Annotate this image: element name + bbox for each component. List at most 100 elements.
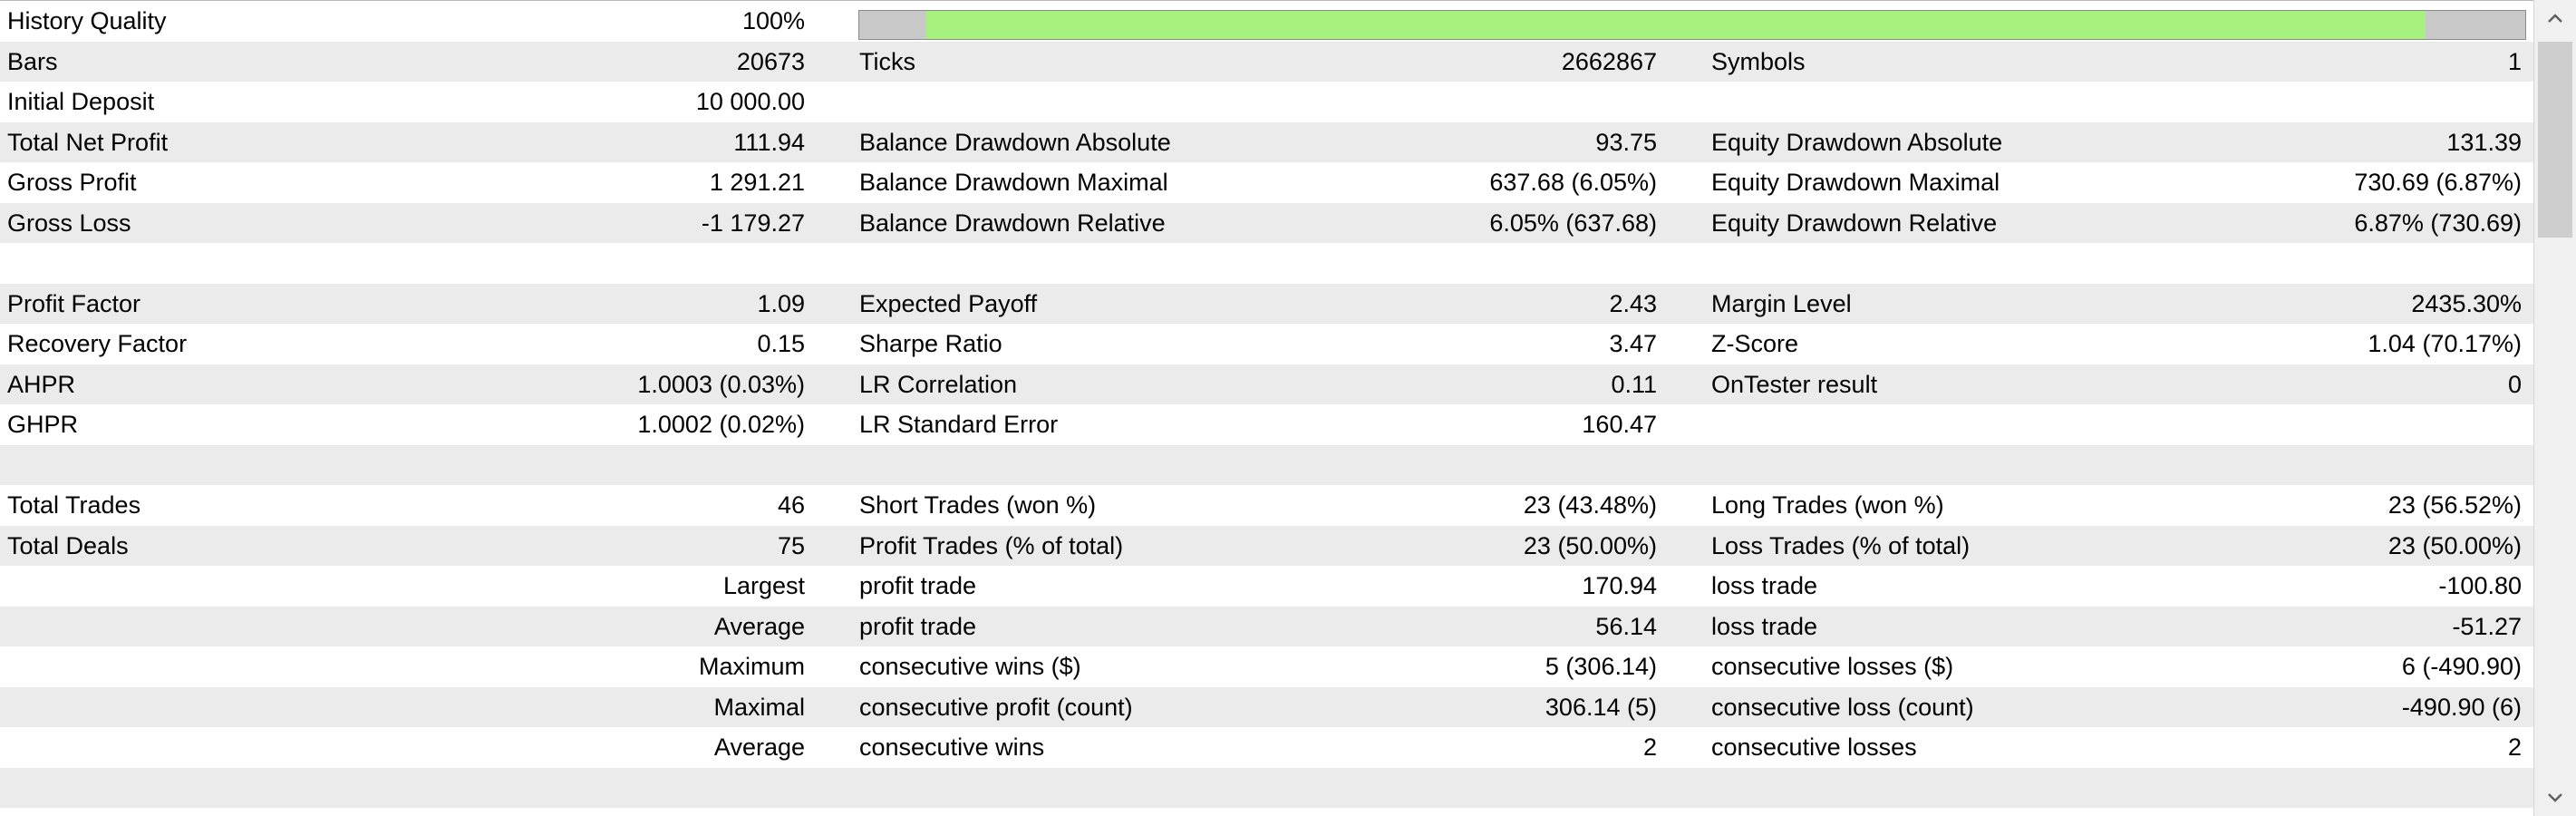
stat-label-l1: Initial Deposit: [7, 88, 155, 115]
stat-value-v2: 23 (50.00%): [1523, 531, 1657, 559]
stat-label-l3: loss trade: [1711, 612, 1818, 640]
stat-label-l2: Balance Drawdown Absolute: [859, 128, 1171, 156]
history-quality-label: History Quality: [7, 7, 167, 34]
stat-value-v3: 23 (56.52%): [2387, 491, 2522, 519]
stat-label-l1: GHPR: [7, 411, 79, 438]
history-quality-value: 100%: [741, 7, 805, 34]
stat-value-v3: -51.27: [2452, 612, 2522, 640]
stat-value-v2: 23 (43.48%): [1523, 491, 1657, 519]
stat-value-v2: 5 (306.14): [1545, 653, 1657, 680]
stat-label-l2: Ticks: [859, 47, 915, 75]
stat-label-l2: LR Standard Error: [859, 411, 1059, 438]
scroll-down-button[interactable]: [2534, 780, 2576, 816]
stat-value-v3: 730.69 (6.87%): [2354, 169, 2522, 196]
stat-label-l2: Balance Drawdown Maximal: [859, 169, 1168, 196]
scroll-thumb[interactable]: [2538, 42, 2572, 238]
stats-row: Gross Loss -1 179.27 Balance Drawdown Rela…: [0, 202, 2533, 243]
stats-row: Total Trades 46 Short Trades (won %) 23 (43…: [0, 485, 2533, 526]
stat-value-v1: Largest: [722, 572, 805, 599]
stat-label-l3: loss trade: [1711, 572, 1818, 599]
stat-label-l2: Sharpe Ratio: [859, 330, 1002, 357]
stat-value-v2: 56.14: [1595, 612, 1657, 640]
stat-value-v1: 1.09: [757, 289, 805, 317]
stats-row: GHPR 1.0002 (0.02%) LR Standard Error 160.4…: [0, 404, 2533, 445]
stat-value-v2: 6.05% (637.68): [1489, 209, 1657, 237]
stat-label-l2: Expected Payoff: [859, 289, 1038, 317]
stat-value-v2: 93.75: [1595, 128, 1657, 156]
stat-label-l3: Equity Drawdown Absolute: [1711, 128, 2003, 156]
history-quality-row: History Quality 100%: [0, 1, 2533, 42]
stats-row: Maximal consecutive profit (count) 306.14 …: [0, 686, 2533, 727]
stats-row: Average profit trade 56.14 loss trade -51.27: [0, 606, 2533, 646]
stat-label-l3: Symbols: [1711, 47, 1806, 75]
stat-label-l2: consecutive wins ($): [859, 653, 1081, 680]
stats-row: Initial Deposit 10 000.00: [0, 82, 2533, 122]
stat-label-l2: Profit Trades (% of total): [859, 531, 1124, 559]
stat-value-v1: 1.0003 (0.03%): [637, 370, 805, 398]
stat-value-v2: 160.47: [1582, 411, 1657, 438]
stat-label-l1: Total Deals: [7, 531, 129, 559]
stat-value-v1: 46: [777, 491, 805, 519]
stat-label-l2: Balance Drawdown Relative: [859, 209, 1166, 237]
stat-value-v3: 2: [2507, 733, 2522, 761]
stats-row: Gross Profit 1 291.21 Balance Drawdown Max…: [0, 162, 2533, 203]
stat-value-v1: -1 179.27: [701, 209, 805, 237]
stats-row: Bars 20673 Ticks 2662867 Symbols 1: [0, 41, 2533, 82]
stats-row: Recovery Factor 0.15 Sharpe Ratio 3.47 Z-Sco…: [0, 324, 2533, 364]
stat-label-l1: Bars: [7, 47, 58, 75]
stats-row: AHPR 1.0003 (0.03%) LR Correlation 0.11 OnTe…: [0, 364, 2533, 404]
stat-value-v3: 23 (50.00%): [2387, 531, 2522, 559]
stat-label-l1: Total Trades: [7, 491, 141, 519]
stat-value-v3: 6 (-490.90): [2401, 653, 2522, 680]
stat-label-l3: consecutive losses: [1711, 733, 1917, 761]
stats-row: [0, 767, 2533, 808]
stat-value-v1: Average: [713, 612, 805, 640]
stat-value-v1: 75: [777, 531, 805, 559]
stat-label-l3: consecutive loss (count): [1711, 693, 1974, 721]
stat-value-v3: -490.90 (6): [2401, 693, 2522, 721]
stats-row: [0, 444, 2533, 485]
stat-value-v3: 131.39: [2446, 128, 2522, 156]
stat-value-v1: 1 291.21: [709, 169, 805, 196]
stat-value-v2: 637.68 (6.05%): [1489, 169, 1657, 196]
stat-label-l2: profit trade: [859, 612, 977, 640]
stat-label-l1: Profit Factor: [7, 289, 141, 317]
stat-label-l2: profit trade: [859, 572, 977, 599]
stats-row: Profit Factor 1.09 Expected Payoff 2.43 Marg…: [0, 283, 2533, 324]
history-quality-bar: [858, 10, 2526, 40]
scroll-up-button[interactable]: [2534, 0, 2576, 36]
stat-value-v3: 2435.30%: [2411, 289, 2522, 317]
stat-value-v1: Maximum: [698, 653, 805, 680]
stat-value-v3: 1: [2507, 47, 2522, 75]
stat-label-l3: Equity Drawdown Maximal: [1711, 169, 2000, 196]
stats-row: [0, 243, 2533, 284]
vertical-scrollbar[interactable]: [2533, 0, 2576, 816]
stat-value-v2: 2.43: [1609, 289, 1657, 317]
stat-value-v1: 0.15: [757, 330, 805, 357]
stat-label-l1: Total Net Profit: [7, 128, 169, 156]
stat-label-l2: consecutive profit (count): [859, 693, 1133, 721]
stat-label-l3: Margin Level: [1711, 289, 1852, 317]
stat-label-l2: Short Trades (won %): [859, 491, 1097, 519]
stat-label-l3: Equity Drawdown Relative: [1711, 209, 1998, 237]
stat-label-l1: Gross Profit: [7, 169, 137, 196]
stat-value-v3: -100.80: [2438, 572, 2522, 599]
stat-value-v3: 6.87% (730.69): [2354, 209, 2522, 237]
stat-value-v3: 1.04 (70.17%): [2368, 330, 2522, 357]
stat-value-v2: 306.14 (5): [1545, 693, 1657, 721]
stat-value-v1: 10 000.00: [695, 88, 805, 115]
stat-label-l3: Loss Trades (% of total): [1711, 531, 1971, 559]
stats-row: Average consecutive wins 2 consecutive loss…: [0, 727, 2533, 768]
stat-value-v1: Average: [713, 733, 805, 761]
stat-value-v2: 2: [1642, 733, 1657, 761]
stats-row: Maximum consecutive wins ($) 5 (306.14) con…: [0, 646, 2533, 687]
stat-value-v2: 3.47: [1609, 330, 1657, 357]
chevron-down-icon: [2548, 793, 2562, 802]
stat-value-v3: 0: [2507, 370, 2522, 398]
stat-value-v1: 111.94: [733, 128, 805, 156]
stat-label-l1: Gross Loss: [7, 209, 131, 237]
stat-label-l1: AHPR: [7, 370, 76, 398]
stat-label-l2: consecutive wins: [859, 733, 1045, 761]
stat-value-v1: 1.0002 (0.02%): [637, 411, 805, 438]
